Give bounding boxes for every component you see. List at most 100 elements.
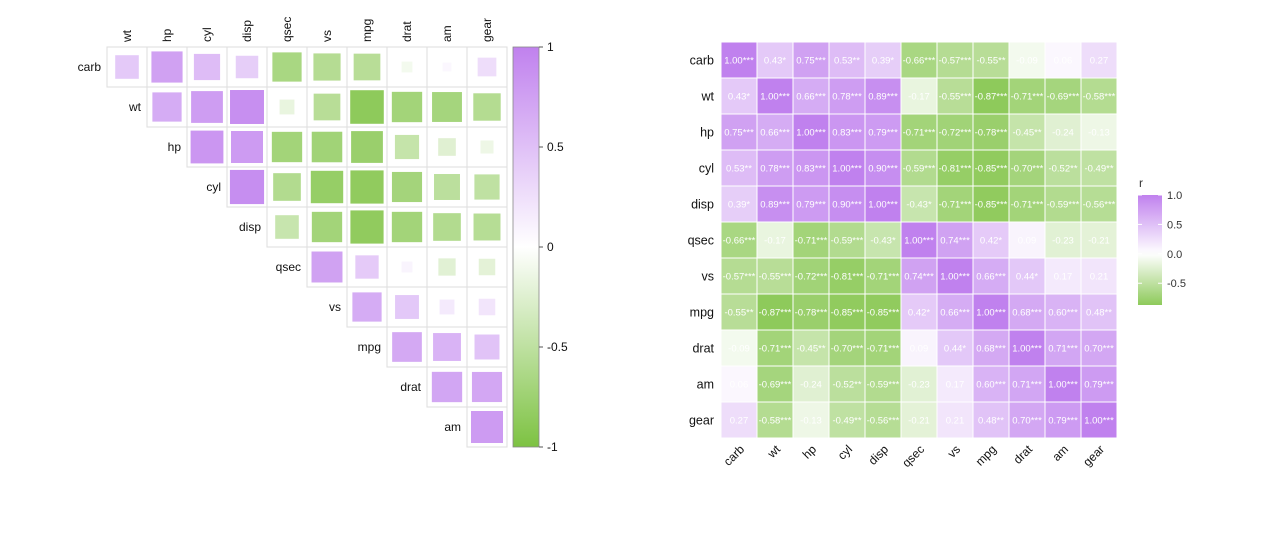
corr-square-carb-wt: [115, 55, 139, 79]
heat-value-hp-disp: 0.79***: [868, 128, 898, 139]
heat-tile-hp-wt: [756, 113, 794, 151]
heat-value-vs-drat: 0.44*: [1016, 272, 1038, 283]
heat-tile-cyl-wt: [756, 149, 794, 187]
heat-value-carb-wt: 0.43*: [764, 56, 786, 67]
heat-tile-wt-gear: [1080, 77, 1118, 115]
cell-frame-carb-drat: [386, 46, 428, 88]
left-colorbar-tick-label: 0: [547, 240, 554, 254]
heat-value-carb-vs: -0.57***: [939, 56, 972, 67]
heat-value-vs-carb: -0.57***: [723, 272, 756, 283]
heat-value-wt-hp: 0.66***: [796, 92, 826, 103]
heat-value-hp-mpg: -0.78***: [975, 128, 1008, 139]
heat-tile-drat-gear: [1080, 329, 1118, 367]
heat-value-hp-cyl: 0.83***: [832, 128, 862, 139]
right-col-label-wt: wt: [764, 442, 784, 462]
corr-square-carb-gear: [477, 57, 497, 77]
heat-tile-wt-hp: [792, 77, 830, 115]
heat-value-gear-drat: 0.70***: [1012, 416, 1042, 427]
heat-tile-hp-disp: [864, 113, 902, 151]
heat-value-qsec-cyl: -0.59***: [831, 236, 864, 247]
heat-value-disp-gear: -0.56***: [1083, 200, 1116, 211]
corr-square-cyl-mpg: [350, 170, 384, 204]
corr-square-hp-cyl: [190, 130, 224, 164]
heat-tile-drat-cyl: [828, 329, 866, 367]
heat-value-gear-disp: -0.56***: [867, 416, 900, 427]
heat-tile-disp-mpg: [972, 185, 1010, 223]
heat-tile-am-hp: [792, 365, 830, 403]
heat-value-am-wt: -0.69***: [759, 380, 792, 391]
corr-square-drat-am: [431, 371, 463, 403]
heat-value-mpg-carb: -0.55**: [724, 308, 753, 319]
heat-tile-carb-mpg: [972, 41, 1010, 79]
heat-tile-am-am: [1044, 365, 1082, 403]
heat-tile-cyl-am: [1044, 149, 1082, 187]
heat-value-drat-hp: -0.45**: [796, 344, 825, 355]
heat-tile-vs-vs: [936, 257, 974, 295]
heat-value-gear-mpg: 0.48**: [978, 416, 1004, 427]
heat-value-mpg-vs: 0.66***: [940, 308, 970, 319]
cell-frame-wt-qsec: [266, 86, 308, 128]
right-colorbar-tick-label: 0.0: [1167, 249, 1182, 261]
corr-square-disp-mpg: [350, 210, 384, 244]
right-col-label-cyl: cyl: [835, 442, 855, 462]
heat-value-mpg-qsec: 0.42*: [908, 308, 930, 319]
heat-value-mpg-drat: 0.68***: [1012, 308, 1042, 319]
heat-value-wt-wt: 1.00***: [760, 92, 790, 103]
heat-value-mpg-wt: -0.87***: [759, 308, 792, 319]
left-row-label-mpg: mpg: [358, 340, 381, 354]
heat-value-drat-disp: -0.71***: [867, 344, 900, 355]
heat-value-drat-cyl: -0.70***: [831, 344, 864, 355]
heat-tile-drat-qsec: [900, 329, 938, 367]
corr-square-vs-drat: [395, 295, 419, 319]
heat-tile-qsec-drat: [1008, 221, 1046, 259]
heat-tile-gear-am: [1044, 401, 1082, 439]
heat-tile-cyl-carb: [720, 149, 758, 187]
heat-value-mpg-am: 0.60***: [1048, 308, 1078, 319]
heat-tile-gear-hp: [792, 401, 830, 439]
heat-value-qsec-qsec: 1.00***: [904, 236, 934, 247]
heat-value-drat-carb: -0.09: [728, 344, 750, 355]
heat-tile-am-disp: [864, 365, 902, 403]
heat-value-am-cyl: -0.52**: [832, 380, 861, 391]
right-col-label-hp: hp: [800, 442, 820, 462]
heat-tile-mpg-gear: [1080, 293, 1118, 331]
corr-square-carb-qsec: [272, 52, 302, 82]
heat-value-mpg-hp: -0.78***: [795, 308, 828, 319]
heat-tile-carb-disp: [864, 41, 902, 79]
corr-square-disp-vs: [311, 211, 343, 243]
corr-square-qsec-vs: [311, 251, 343, 283]
corr-square-qsec-mpg: [355, 255, 379, 279]
heat-value-disp-cyl: 0.90***: [832, 200, 862, 211]
heat-value-carb-gear: 0.27: [1090, 56, 1109, 67]
heat-tile-gear-carb: [720, 401, 758, 439]
heat-tile-am-qsec: [900, 365, 938, 403]
left-col-label-am: am: [440, 25, 454, 42]
heat-tile-hp-vs: [936, 113, 974, 151]
heat-value-hp-carb: 0.75***: [724, 128, 754, 139]
heat-tile-wt-carb: [720, 77, 758, 115]
heat-value-qsec-gear: -0.21: [1088, 236, 1110, 247]
left-colorbar-tick-label: 0.5: [547, 140, 564, 154]
heat-value-carb-hp: 0.75***: [796, 56, 826, 67]
heat-value-drat-qsec: 0.09: [910, 344, 929, 355]
corr-square-mpg-drat: [392, 332, 422, 362]
corr-square-wt-gear: [473, 93, 501, 121]
heat-value-qsec-wt: -0.17: [764, 236, 786, 247]
right-row-label-vs: vs: [702, 270, 715, 284]
heat-value-gear-hp: -0.13: [800, 416, 822, 427]
heat-value-cyl-gear: -0.49**: [1084, 164, 1113, 175]
heat-value-hp-drat: -0.45**: [1012, 128, 1041, 139]
left-col-label-qsec: qsec: [280, 17, 294, 42]
corr-square-hp-mpg: [351, 131, 383, 163]
right-colorbar-tick-label: -0.5: [1167, 278, 1186, 290]
corr-square-disp-drat: [391, 211, 423, 243]
heat-value-carb-am: 0.06: [1054, 56, 1073, 67]
heat-value-wt-cyl: 0.78***: [832, 92, 862, 103]
heat-tile-qsec-carb: [720, 221, 758, 259]
corr-square-mpg-gear: [474, 334, 500, 360]
left-colorbar-legend: 1 0.5 0 -0.5 -1: [512, 40, 568, 454]
left-col-label-gear: gear: [480, 18, 494, 42]
heat-tile-gear-gear: [1080, 401, 1118, 439]
heat-value-qsec-disp: -0.43*: [870, 236, 896, 247]
heat-tile-carb-am: [1044, 41, 1082, 79]
